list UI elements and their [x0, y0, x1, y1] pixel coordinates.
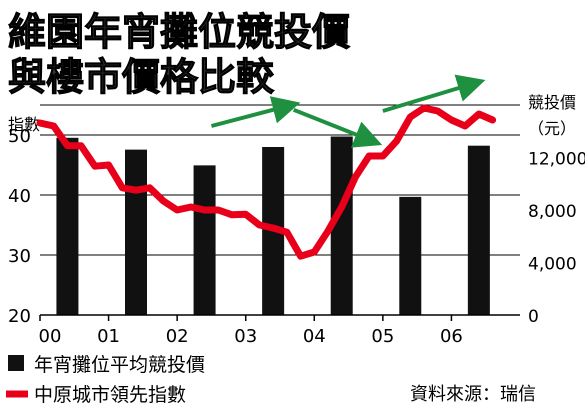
left-tick-label-2: 40	[8, 186, 31, 207]
legend-marker-bars	[8, 355, 24, 371]
series-line-index	[36, 104, 497, 260]
bar-5	[399, 196, 422, 315]
x-tick-label-4: 04	[303, 326, 326, 347]
bar-2	[193, 165, 216, 315]
left-tick-label-1: 30	[8, 246, 31, 267]
x-tick-label-0: 00	[39, 326, 62, 347]
right-tick-label-1: 4,000	[528, 255, 577, 275]
left-tick-label-0: 20	[8, 306, 31, 327]
trend-arrow-2	[382, 74, 486, 113]
legend-label-line: 中原城市領先指數	[34, 384, 186, 406]
right-axis-title-line2: （元）	[528, 119, 576, 138]
x-tick-label-2: 02	[166, 326, 189, 347]
right-axis-title-line1: 競投價	[528, 93, 576, 112]
source-label: 資料來源：瑞信	[410, 384, 536, 405]
x-tick-label-6: 06	[440, 326, 463, 347]
left-tick-label-3: 50	[8, 126, 31, 147]
chart-title-line2: 與樓市價格比較	[8, 55, 275, 99]
right-tick-label-0: 0	[528, 307, 539, 327]
bar-4	[330, 136, 353, 315]
legend-label-bars: 年宵攤位平均競投價	[34, 354, 205, 376]
trend-arrow-0	[210, 96, 301, 128]
trend-arrow-1	[292, 107, 383, 148]
x-ticks-layer: 00 01 02 03 04 05 06	[39, 315, 463, 347]
x-tick-label-5: 05	[371, 326, 394, 347]
x-tick-label-1: 01	[97, 326, 120, 347]
right-tick-label-2: 8,000	[528, 202, 577, 222]
right-tick-label-3: 12,000	[528, 150, 585, 170]
bar-1	[125, 149, 147, 315]
bar-0	[56, 137, 79, 315]
right-ticks-layer: 0 4,000 8,000 12,000	[528, 150, 585, 328]
left-axis-title: 指數	[8, 115, 40, 134]
x-tick-label-3: 03	[234, 326, 257, 347]
line-layer	[36, 104, 497, 260]
bars-layer	[56, 136, 490, 315]
arrows-layer	[210, 74, 486, 148]
bar-6	[467, 145, 490, 315]
chart-title-line1: 維園年宵攤位競投價	[8, 10, 350, 54]
left-ticks-layer: 20 30 40 50	[8, 126, 31, 327]
